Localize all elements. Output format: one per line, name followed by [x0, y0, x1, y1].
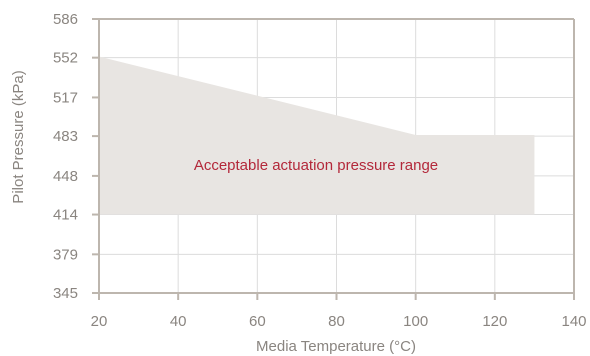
- x-tick-label: 20: [91, 313, 108, 330]
- x-tick-label: 120: [482, 313, 507, 330]
- x-tick-label: 60: [249, 313, 266, 330]
- y-axis-label: Pilot Pressure (kPa): [10, 70, 27, 203]
- x-tick-label: 140: [561, 313, 586, 330]
- y-tick-label: 345: [53, 285, 78, 302]
- x-ticks: 20 40 60 80 100 120 140: [91, 293, 587, 330]
- y-tick-label: 379: [53, 246, 78, 263]
- x-tick-label: 80: [328, 313, 345, 330]
- y-tick-label: 483: [53, 128, 78, 145]
- x-tick-label: 100: [403, 313, 428, 330]
- y-tick-label: 414: [53, 207, 78, 224]
- y-tick-label: 517: [53, 89, 78, 106]
- acceptable-range-band: [99, 56, 535, 215]
- y-ticks: 345 379 414 448 483 517 552 586: [53, 11, 99, 302]
- y-tick-label: 586: [53, 11, 78, 28]
- y-tick-label: 448: [53, 168, 78, 185]
- x-axis-label: Media Temperature (°C): [256, 338, 416, 355]
- annotation-label: Acceptable actuation pressure range: [194, 157, 438, 174]
- y-tick-label: 552: [53, 50, 78, 67]
- x-tick-label: 40: [170, 313, 187, 330]
